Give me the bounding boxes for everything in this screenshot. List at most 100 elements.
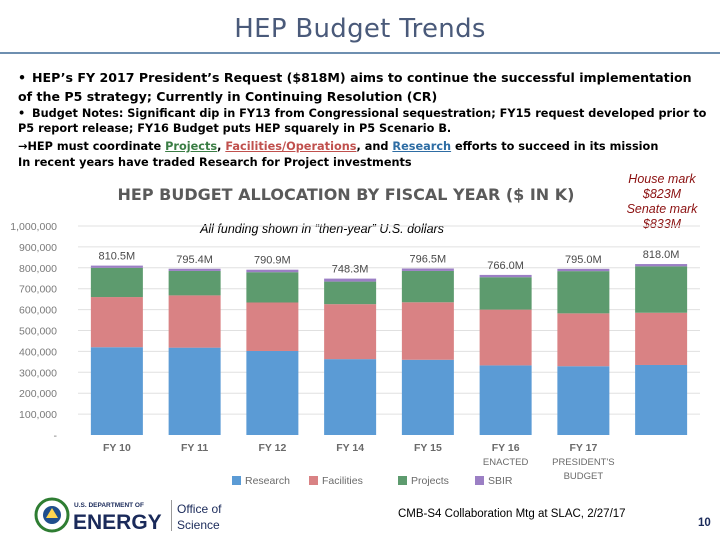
y-tick-label: 1,000,000 xyxy=(10,221,57,233)
y-tick-label: 300,000 xyxy=(19,367,57,379)
y-tick-label: 100,000 xyxy=(19,409,57,421)
bullet-separator: , xyxy=(217,140,226,153)
bar-segment-research xyxy=(557,366,610,435)
doe-energy-wordmark: ENERGY xyxy=(73,511,162,534)
bullet-text: Budget Notes: Significant dip in FY13 fr… xyxy=(18,107,707,135)
y-tick-label: 400,000 xyxy=(19,346,57,358)
title-divider xyxy=(0,52,720,54)
bullet-budget-notes: • Budget Notes: Significant dip in FY13 f… xyxy=(18,106,708,136)
bar-total-label: 810.5M xyxy=(99,251,136,263)
bar-segment-research xyxy=(246,350,299,435)
doe-seal-emblem xyxy=(46,508,58,518)
y-tick-label: 500,000 xyxy=(19,326,57,338)
bar-segment-projects xyxy=(401,270,454,303)
bar-total-label: 818.0M xyxy=(643,249,680,261)
doe-dept-label: U.S. DEPARTMENT OF xyxy=(74,502,144,509)
bar-segment-sbir xyxy=(90,265,143,268)
legend-label: SBIR xyxy=(488,475,513,487)
legend-label: Research xyxy=(245,475,290,487)
bar-segment-sbir xyxy=(324,278,377,282)
bar-segment-research xyxy=(90,347,143,435)
x-category-label: FY 17 xyxy=(569,442,597,454)
bullet-text: HEP’s FY 2017 President’s Request ($818M… xyxy=(18,70,692,104)
slide-title: HEP Budget Trends xyxy=(234,14,486,44)
doe-office-of-science-logo: U.S. DEPARTMENT OF ENERGY Office of Scie… xyxy=(34,497,222,534)
bar-segment-sbir xyxy=(246,269,299,273)
y-tick-label: - xyxy=(54,430,58,442)
bar-segment-research xyxy=(635,364,688,435)
y-tick-label: 200,000 xyxy=(19,388,57,400)
page-number: 10 xyxy=(698,517,711,529)
bullet-text: HEP must coordinate xyxy=(27,140,166,153)
chart-bars xyxy=(90,264,688,435)
bar-segment-facilities xyxy=(324,304,377,360)
bullet-coordinate: →HEP must coordinate Projects, Facilitie… xyxy=(18,139,708,155)
budget-chart: HEP BUDGET ALLOCATION BY FISCAL YEAR ($ … xyxy=(10,185,700,487)
logo-divider xyxy=(171,500,172,531)
chart-title: HEP BUDGET ALLOCATION BY FISCAL YEAR ($ … xyxy=(118,185,575,204)
senate-mark-label: Senate mark xyxy=(626,202,698,216)
bullet-separator: , and xyxy=(356,140,393,153)
legend-label: Facilities xyxy=(322,475,363,487)
bullet-text: efforts to succeed in its mission xyxy=(451,140,659,153)
x-category-label: PRESIDENT'S xyxy=(552,457,615,468)
bar-total-label: 796.5M xyxy=(410,254,447,266)
x-category-label: FY 15 xyxy=(414,442,442,454)
chart-legend: Research Facilities Projects SBIR xyxy=(232,475,513,487)
projects-link[interactable]: Projects xyxy=(165,140,218,153)
bar-segment-sbir xyxy=(635,264,688,267)
congress-marks: House mark $823M Senate mark $833M xyxy=(612,172,712,232)
legend-swatch xyxy=(309,476,318,485)
bar-segment-facilities xyxy=(90,297,143,348)
bar-total-label: 766.0M xyxy=(487,260,524,272)
x-category-label: FY 16 xyxy=(492,442,520,454)
research-link[interactable]: Research xyxy=(392,140,452,153)
senate-mark-value: $833M xyxy=(642,217,682,231)
bar-segment-projects xyxy=(557,271,610,314)
y-tick-label: 800,000 xyxy=(19,263,57,275)
x-category-label: FY 10 xyxy=(103,442,131,454)
bar-segment-projects xyxy=(90,267,143,298)
bar-total-label: 795.0M xyxy=(565,254,602,266)
chart-labels: 810.5M FY 10 795.4M FY 11 790.9M FY 12 748.3M F… xyxy=(99,249,680,482)
facilities-link[interactable]: Facilities/Operations xyxy=(225,140,357,153)
chart-annotation: All funding shown in “then-year” U.S. do… xyxy=(199,222,444,236)
legend-swatch xyxy=(232,476,241,485)
x-category-label: BUDGET xyxy=(564,471,604,482)
y-tick-label: 700,000 xyxy=(19,284,57,296)
bar-segment-facilities xyxy=(557,313,610,367)
bar-segment-facilities xyxy=(635,312,688,365)
legend-label: Projects xyxy=(411,475,449,487)
bullet-dot-icon: • xyxy=(18,70,27,85)
bar-segment-facilities xyxy=(401,302,454,360)
legend-swatch xyxy=(475,476,484,485)
legend-swatch xyxy=(398,476,407,485)
bar-total-label: 790.9M xyxy=(254,255,291,267)
bar-segment-projects xyxy=(635,266,688,313)
bar-total-label: 748.3M xyxy=(332,264,369,276)
x-category-label: FY 14 xyxy=(336,442,364,454)
bar-segment-facilities xyxy=(168,295,221,348)
bar-segment-research xyxy=(479,365,532,435)
house-mark-value: $823M xyxy=(642,187,682,201)
bar-segment-projects xyxy=(168,270,221,296)
bar-segment-projects xyxy=(324,281,377,305)
bar-segment-facilities xyxy=(479,309,532,366)
bar-segment-facilities xyxy=(246,302,299,351)
science-label: Science xyxy=(177,518,220,532)
bar-segment-projects xyxy=(479,277,532,310)
y-tick-label: 600,000 xyxy=(19,305,57,317)
bar-segment-research xyxy=(168,347,221,435)
bar-segment-research xyxy=(324,359,377,435)
x-category-label: ENACTED xyxy=(483,457,529,468)
x-category-label: FY 12 xyxy=(258,442,286,454)
office-of-label: Office of xyxy=(177,502,222,516)
bar-total-label: 795.4M xyxy=(176,254,213,266)
bar-segment-research xyxy=(401,359,454,435)
bullet-tradeoff: In recent years have traded Research for… xyxy=(18,156,412,169)
bar-segment-projects xyxy=(246,272,299,303)
arrow-right-icon: → xyxy=(18,140,28,153)
x-category-label: FY 11 xyxy=(181,442,208,454)
bar-segment-sbir xyxy=(479,274,532,278)
bar-segment-sbir xyxy=(401,268,454,271)
